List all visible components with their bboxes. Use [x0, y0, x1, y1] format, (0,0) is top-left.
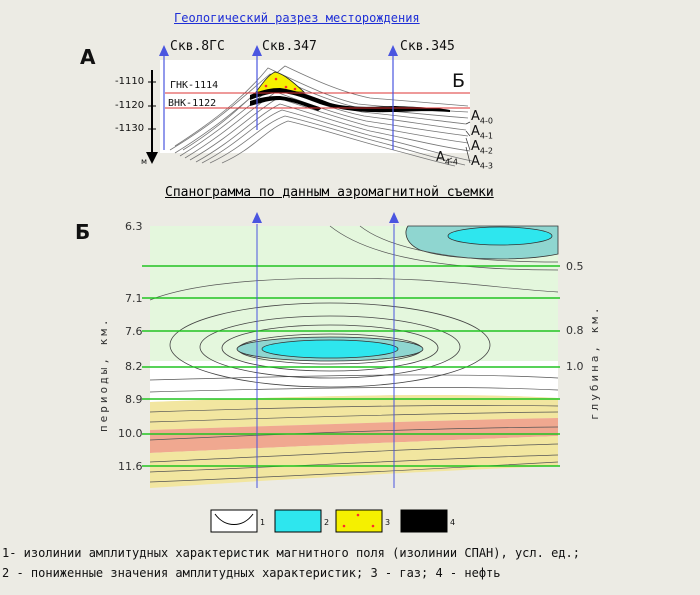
spanogram-title: Спанограмма по данным аэромагнитной съем…: [165, 185, 494, 200]
depth-axis-arrow: [146, 152, 158, 164]
legend-gas-dots: [342, 513, 375, 528]
layer-label-a4-4: A4-4: [436, 150, 458, 167]
lower-isolines: [149, 374, 559, 483]
depth-1-0: 1.0: [566, 360, 584, 373]
well-arrow-347: [252, 212, 262, 223]
well-label-345: Скв.345: [400, 39, 455, 54]
legend-isoline-icon: [214, 513, 254, 525]
layer-pointers: [447, 121, 471, 164]
upper-isolines: [149, 225, 559, 301]
period-8-2: 8.2: [125, 360, 143, 373]
legend-num-2: 2: [324, 518, 330, 527]
period-7-6: 7.6: [125, 325, 143, 338]
legend-low-amplitude-box: [274, 509, 322, 533]
legend-num-3: 3: [385, 518, 391, 527]
period-6-3: 6.3: [125, 220, 143, 233]
legend-gas-box: [335, 509, 383, 533]
legend-oil-box: [400, 509, 448, 533]
anomaly-central-core: [261, 339, 399, 359]
depth-lines: [142, 265, 560, 467]
well-label-347: Скв.347: [262, 39, 317, 54]
well-markers: [159, 45, 398, 150]
layer-label-a4-2: A4-2: [471, 139, 493, 156]
oil-water-contact-label: ВНК-1122: [168, 98, 217, 109]
period-8-9: 8.9: [125, 393, 143, 406]
well-arrow-345: [389, 212, 399, 223]
depth-0-8: 0.8: [566, 324, 584, 337]
central-isolines: [169, 302, 491, 388]
spanogram: [142, 212, 560, 488]
depth-unit: м: [141, 157, 148, 166]
period-10-0: 10.0: [118, 427, 143, 440]
legend: [210, 509, 448, 533]
section-title: Геологический разрез месторождения: [174, 11, 420, 25]
layer-label-a4-3: A4-3: [471, 154, 493, 171]
layer-label-a4-1: A4-1: [471, 124, 493, 141]
legend-note-1: 1- изолинии амплитудных характеристик ма…: [2, 546, 580, 560]
panel-label-b: Б: [75, 220, 91, 244]
anomaly-top-right-core: [447, 226, 553, 246]
gas-dots: [264, 77, 297, 91]
layer-label-a4-0: A4-0: [471, 109, 493, 126]
sand-zone-upper: [150, 395, 558, 430]
depth-tick-1130: -1130: [115, 123, 145, 134]
periods-axis-label: периоды, км.: [97, 316, 110, 432]
depth-ticks-marks: [148, 81, 156, 130]
oil-band-lower: [250, 96, 322, 111]
sand-zone-lower: [150, 436, 558, 488]
section-label-b: Б: [452, 70, 466, 92]
gas-oil-contact-label: ГНК-1114: [170, 80, 219, 91]
panel-label-a: А: [80, 45, 96, 69]
legend-isoline-box: [210, 509, 258, 533]
gas-cap: [255, 71, 306, 93]
depth-tick-1120: -1120: [115, 100, 145, 111]
depth-0-5: 0.5: [566, 260, 584, 273]
salmon-zone: [150, 418, 558, 453]
depth-tick-1110: -1110: [115, 76, 145, 87]
oil-band-upper: [250, 88, 450, 113]
legend-num-1: 1: [260, 518, 266, 527]
legend-num-4: 4: [450, 518, 456, 527]
well-label-8gs: Скв.8ГС: [170, 39, 225, 54]
legend-note-2: 2 - пониженные значения амплитудных хара…: [2, 566, 501, 580]
period-7-1: 7.1: [125, 292, 143, 305]
period-11-6: 11.6: [118, 460, 143, 473]
depth-axis-label: глубина, км.: [588, 304, 601, 420]
geological-section: [146, 60, 473, 167]
